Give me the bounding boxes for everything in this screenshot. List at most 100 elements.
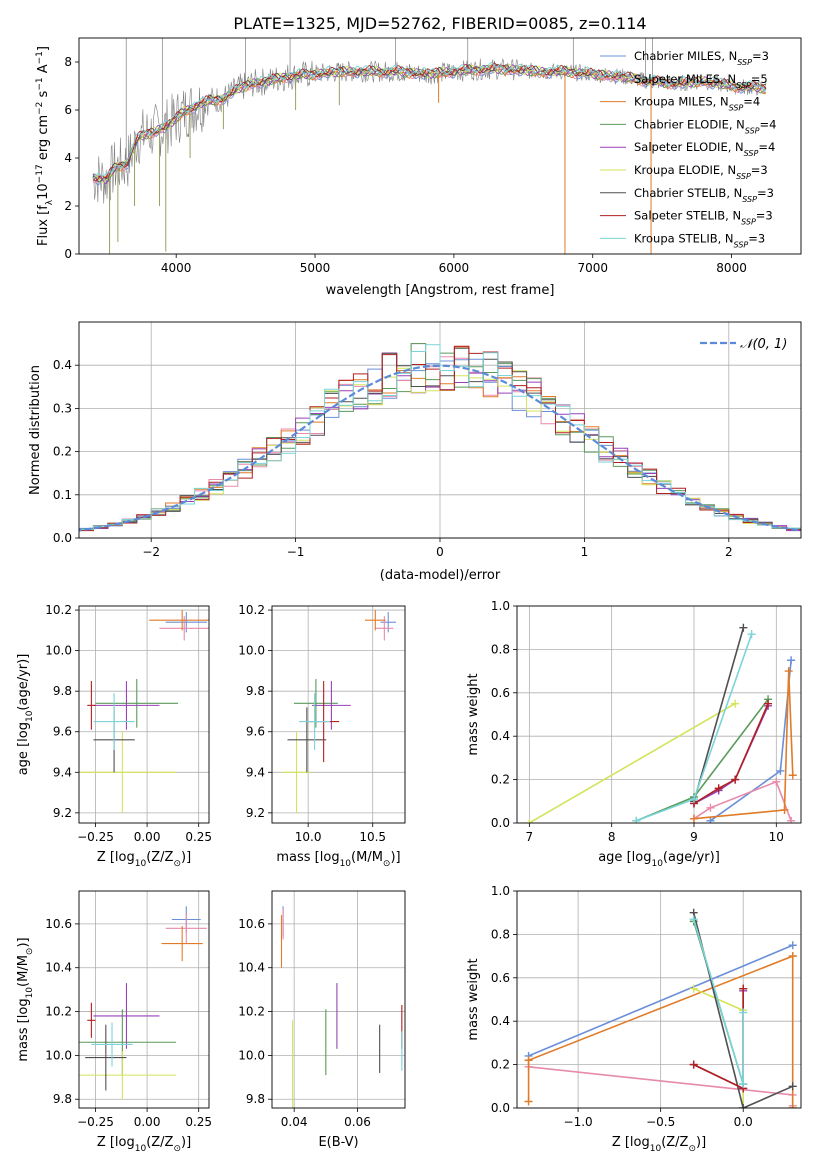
y-axis-label-part: λ xyxy=(45,199,55,205)
y-tick-label: 1.0 xyxy=(491,884,510,898)
mass-weight-line xyxy=(636,698,769,822)
plot-area xyxy=(282,610,396,813)
y-tick-label: 10.2 xyxy=(45,1005,72,1019)
plus-marker xyxy=(788,952,797,961)
y-tick-label: 10.2 xyxy=(238,603,265,617)
legend-label-name: Chabrier STELIB xyxy=(634,186,726,200)
spectrum-panel: 4000 5000 6000 7000 8000 0 2 4 6 8 wavelength [Ang… xyxy=(35,37,802,298)
legend-label-count: =5 xyxy=(751,72,768,86)
plus-marker xyxy=(776,766,785,775)
x-axis-label: (data-model)/error xyxy=(380,568,501,583)
x-axis-label-part: (Z/Z xyxy=(661,1135,688,1150)
plus-marker xyxy=(632,816,641,823)
x-tick-label: 0.0 xyxy=(734,1115,753,1129)
y-tick-label: 10.2 xyxy=(45,603,72,617)
x-tick-label: 0.25 xyxy=(185,830,212,844)
legend-label-sub: SSP xyxy=(745,126,760,135)
x-axis-label-part: )] xyxy=(181,850,191,865)
legend-label-count: =3 xyxy=(751,163,768,177)
y-tick-label: 9.8 xyxy=(53,1092,72,1106)
legend-label: Salpeter MILES, NSSP=5 xyxy=(634,72,768,90)
legend-label: Kroupa STELIB, NSSP=3 xyxy=(634,231,765,249)
y-tick-label: 9.2 xyxy=(246,806,265,820)
legend-label-count: =3 xyxy=(752,49,769,63)
axes-frame xyxy=(271,605,406,824)
y-tick-label: 0.0 xyxy=(53,531,72,545)
x-tick-label: 10.0 xyxy=(295,830,322,844)
y-axis-label-part: −1 xyxy=(35,51,45,64)
y-tick-label: 0.0 xyxy=(491,816,510,830)
y-tick-label: 9.2 xyxy=(53,806,72,820)
y-axis-label-part: −2 xyxy=(35,102,45,115)
mass-weight-line xyxy=(692,912,794,1108)
mass-weight-line xyxy=(528,702,736,823)
y-axis-label-part: 10 xyxy=(36,183,51,200)
legend-label-sub: SSP xyxy=(742,194,757,203)
y-axis-label: Flux [fλ10−17 erg cm−2 s−1 A−1] xyxy=(35,46,55,246)
legend-label-name: Chabrier MILES xyxy=(634,49,721,63)
plus-marker xyxy=(689,795,698,804)
legend-label-sub: SSP xyxy=(736,172,751,181)
legend-label-n: , N xyxy=(725,209,741,223)
y-tick-label: 0.4 xyxy=(491,1014,510,1028)
x-axis-label-part: (M/M xyxy=(351,850,383,865)
plot-area xyxy=(79,610,209,813)
y-tick-label: 6 xyxy=(64,103,72,117)
x-axis-label: age [log10(age/yr)] xyxy=(598,850,720,869)
mass-weight-line xyxy=(693,987,744,1108)
y-tick-label: 10.4 xyxy=(45,961,72,975)
plus-marker xyxy=(689,915,698,924)
plot-area xyxy=(524,908,797,1108)
y-tick-label: 10.0 xyxy=(238,1048,265,1062)
mass-weight-line xyxy=(527,954,794,1108)
plus-marker xyxy=(524,1056,533,1065)
x-axis-label: Z [log10(Z/Z⊙)] xyxy=(612,1135,706,1154)
x-tick-label: 0.00 xyxy=(134,1115,161,1129)
y-tick-label: 9.6 xyxy=(246,725,265,739)
x-tick-label: 8000 xyxy=(716,261,747,275)
y-tick-label: 0.3 xyxy=(53,401,72,415)
x-axis-label: Z [log10(Z/Z⊙)] xyxy=(97,1135,191,1154)
mass-weight-vs-metallicity-panel: −1.0 −0.5 0.0 0.0 0.2 0.4 0.6 0.8 1.0 Z [log10(Z/… xyxy=(466,884,802,1154)
legend-label-sub: SSP xyxy=(736,80,751,89)
y-tick-label: 10.6 xyxy=(45,917,72,931)
y-axis-label: mass [log10(M/M⊙)] xyxy=(16,937,35,1061)
legend-label-sub: SSP xyxy=(741,217,756,226)
legend-label-sub: SSP xyxy=(734,240,749,249)
x-axis-label-part: (Z/Z xyxy=(146,850,173,865)
mass-weight-line xyxy=(692,918,744,1085)
y-axis-label-part: −17 xyxy=(35,164,45,183)
x-tick-label: −1.0 xyxy=(564,1115,593,1129)
plus-marker xyxy=(731,699,740,708)
plus-marker xyxy=(739,1008,748,1017)
y-tick-label: 8 xyxy=(64,55,72,69)
y-axis-label-part: age [log xyxy=(16,722,31,775)
x-tick-label: 0 xyxy=(436,545,444,559)
y-axis-label-part: s xyxy=(36,90,51,101)
y-tick-label: 1.0 xyxy=(491,599,510,613)
legend-label-name: Salpeter ELODIE xyxy=(634,140,728,154)
mass-weight-line xyxy=(528,944,794,1057)
legend-label: Chabrier ELODIE, NSSP=4 xyxy=(634,117,776,135)
y-axis-label-part: mass [log xyxy=(16,998,31,1061)
x-tick-label: 7 xyxy=(526,830,534,844)
y-axis-label-part: ] xyxy=(36,46,51,51)
mass-weight-line xyxy=(693,703,769,805)
x-tick-label: −0.25 xyxy=(77,830,114,844)
plus-marker xyxy=(788,1104,797,1108)
plus-marker xyxy=(739,984,748,993)
legend-label-n: , N xyxy=(713,95,729,109)
y-axis-label-part: A xyxy=(36,64,51,77)
x-axis-label-part: ⊙ xyxy=(173,859,181,869)
y-tick-label: 10.6 xyxy=(238,917,265,931)
x-tick-label: −0.5 xyxy=(646,1115,675,1129)
axes-frame xyxy=(516,605,802,824)
x-tick-label: −2 xyxy=(142,545,160,559)
legend-label-n: , N xyxy=(720,163,736,177)
plus-marker xyxy=(714,784,723,793)
x-axis-label-part: Z [log xyxy=(97,850,135,865)
y-tick-label: 9.4 xyxy=(246,765,265,779)
y-axis-label-part: −1 xyxy=(35,77,45,90)
y-axis-label-part: ⊙ xyxy=(25,948,35,956)
